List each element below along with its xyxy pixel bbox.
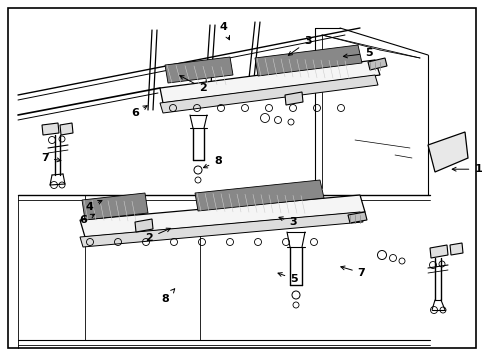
Text: 7: 7 xyxy=(341,266,366,278)
Text: 8: 8 xyxy=(162,289,175,304)
Text: 8: 8 xyxy=(203,156,222,168)
Text: 7: 7 xyxy=(41,153,61,163)
Polygon shape xyxy=(450,243,463,255)
Polygon shape xyxy=(80,195,365,237)
Text: 2: 2 xyxy=(180,76,207,93)
Text: 6: 6 xyxy=(79,214,95,225)
Polygon shape xyxy=(42,123,59,135)
Text: 5: 5 xyxy=(343,48,373,58)
Polygon shape xyxy=(160,60,380,103)
Text: 3: 3 xyxy=(288,36,312,55)
Polygon shape xyxy=(82,193,148,220)
Text: 1: 1 xyxy=(452,164,482,174)
Polygon shape xyxy=(285,92,303,105)
Text: 2: 2 xyxy=(146,228,171,243)
Text: 4: 4 xyxy=(85,201,102,212)
Polygon shape xyxy=(60,123,73,135)
Polygon shape xyxy=(428,132,468,172)
Text: 4: 4 xyxy=(219,22,229,40)
Polygon shape xyxy=(160,75,378,113)
Text: 5: 5 xyxy=(278,273,298,284)
Polygon shape xyxy=(255,45,362,76)
Polygon shape xyxy=(195,180,324,211)
Polygon shape xyxy=(135,219,153,232)
Polygon shape xyxy=(368,58,387,70)
Text: 3: 3 xyxy=(279,217,297,228)
Polygon shape xyxy=(165,57,233,83)
Polygon shape xyxy=(348,212,367,223)
Polygon shape xyxy=(430,245,448,258)
Polygon shape xyxy=(80,212,363,247)
Text: 6: 6 xyxy=(131,106,147,118)
